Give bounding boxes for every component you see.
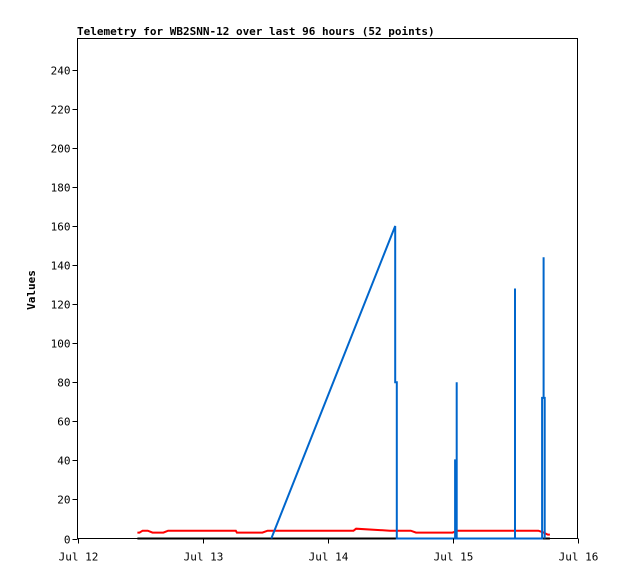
x-tick-label: Jul 14 <box>309 551 349 564</box>
y-tick-label: 80 <box>57 377 70 390</box>
y-tick-label: 120 <box>51 299 71 312</box>
x-axis-ticks: Jul 12 Jul 13 Jul 14 Jul 15 Jul 16 <box>59 538 599 564</box>
series-2-line <box>270 225 546 540</box>
y-tick-label: 160 <box>51 221 71 234</box>
y-tick-label: 60 <box>57 416 70 429</box>
y-tick-label: 0 <box>64 534 71 547</box>
x-tick-label: Jul 13 <box>184 551 224 564</box>
series-layer <box>137 225 550 540</box>
y-tick-label: 180 <box>51 182 71 195</box>
y-tick-label: 140 <box>51 260 71 273</box>
x-tick-label: Jul 12 <box>59 551 99 564</box>
y-tick-label: 200 <box>51 143 71 156</box>
y-axis-ticks: 0 20 40 60 80 100 120 140 160 180 200 220 240 <box>51 65 78 547</box>
y-tick-label: 240 <box>51 65 71 78</box>
y-tick-label: 40 <box>57 455 70 468</box>
y-axis-label: Values <box>25 270 38 310</box>
y-tick-label: 20 <box>57 494 70 507</box>
y-tick-label: 100 <box>51 338 71 351</box>
y-tick-label: 220 <box>51 104 71 117</box>
x-tick-label: Jul 16 <box>559 551 599 564</box>
chart-title: Telemetry for WB2SNN-12 over last 96 hou… <box>77 25 435 38</box>
x-tick-label: Jul 15 <box>434 551 474 564</box>
